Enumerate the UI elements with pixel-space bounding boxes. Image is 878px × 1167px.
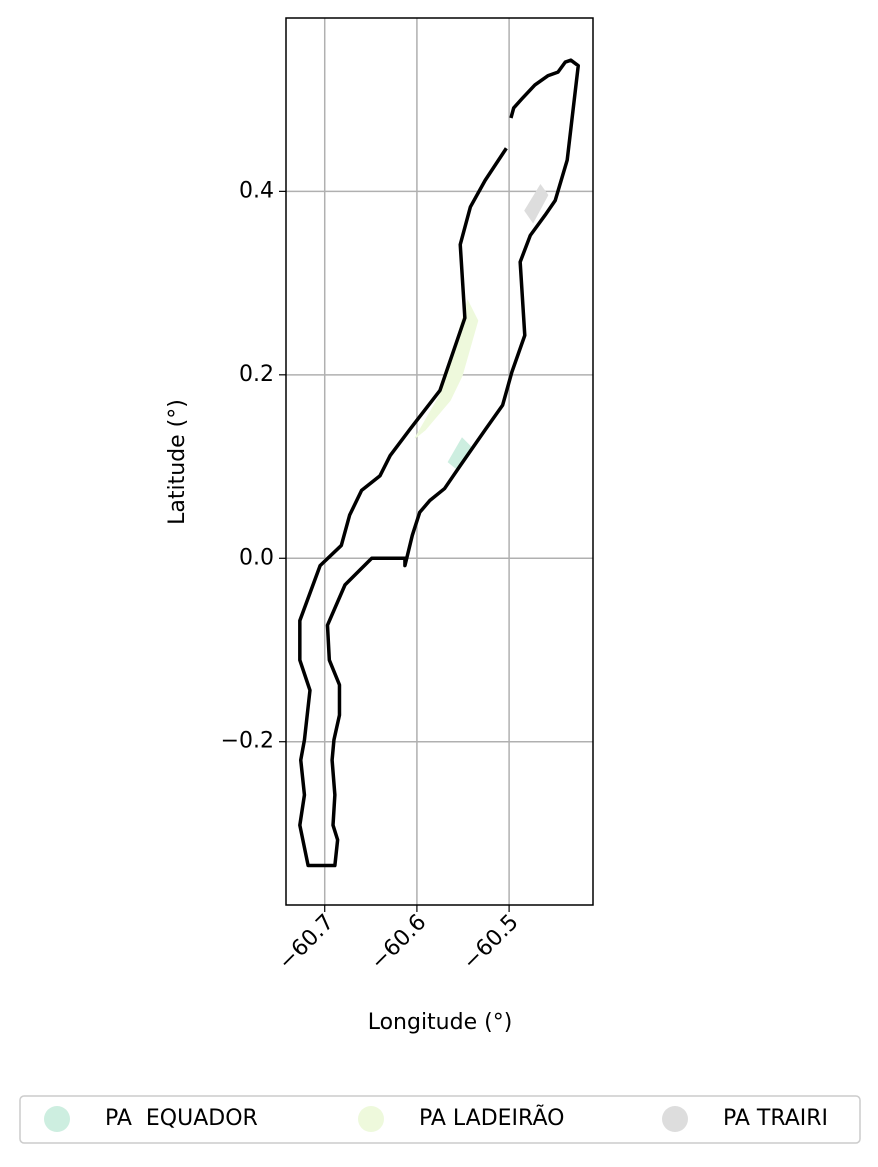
- area-patch: [524, 184, 549, 224]
- legend-label: PA TRAIRI: [723, 1106, 828, 1131]
- legend-label: PA LADEIRÃO: [419, 1104, 564, 1131]
- boundary-line: [298, 58, 580, 868]
- x-tick-label: −60.5: [458, 910, 523, 975]
- x-axis-label: Longitude (°): [368, 1010, 513, 1035]
- y-tick-label: −0.2: [221, 729, 274, 754]
- legend-marker: [662, 1106, 688, 1132]
- legend-label: PA EQUADOR: [105, 1106, 258, 1131]
- x-tick-label: −60.7: [274, 910, 339, 975]
- x-tick-label: −60.6: [366, 910, 431, 975]
- plot-frame: [285, 17, 594, 906]
- y-tick-label: 0.0: [239, 545, 274, 570]
- y-tick-label: 0.4: [239, 178, 274, 203]
- legend-marker: [358, 1106, 384, 1132]
- y-tick-label: 0.2: [239, 362, 274, 387]
- legend-box: [19, 1095, 861, 1144]
- y-axis-label: Latitude (°): [165, 399, 190, 525]
- legend-marker: [44, 1106, 70, 1132]
